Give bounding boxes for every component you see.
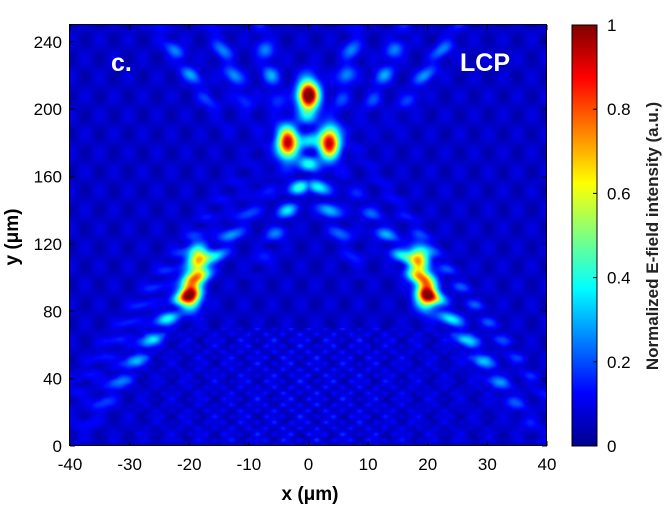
y-tick-label: 0 [53, 437, 62, 456]
x-tick-label: 10 [359, 455, 378, 474]
y-tick-label: 240 [34, 33, 62, 52]
x-tick-label: 30 [478, 455, 497, 474]
y-tick-label: 160 [34, 168, 62, 187]
y-tick-label: 40 [43, 370, 62, 389]
heatmap-canvas [70, 25, 547, 446]
y-tick-label: 200 [34, 100, 62, 119]
colorbar-tick-label: 1 [607, 16, 616, 35]
colorbar-tick-label: 0 [607, 437, 616, 456]
x-axis-label: x (μm) [281, 484, 338, 505]
colorbar: 0 0.2 0.4 0.6 0.8 1 Normalized E-field intens… [571, 16, 662, 456]
y-axis-ticks: 0 40 80 120 160 200 240 [34, 33, 547, 456]
x-tick-label: 40 [538, 455, 557, 474]
colorbar-tick-label: 0.6 [607, 184, 631, 203]
y-axis-label: y (μm) [2, 208, 23, 265]
x-tick-label: -40 [58, 455, 83, 474]
x-tick-label: -10 [237, 455, 262, 474]
colorbar-tick-label: 0.4 [607, 269, 631, 288]
x-tick-label: -20 [177, 455, 202, 474]
panel-label: c. [111, 49, 132, 77]
y-tick-label: 80 [43, 302, 62, 321]
heatmap-plot [69, 24, 547, 446]
polarization-label: LCP [460, 49, 510, 77]
colorbar-tick-label: 0.8 [607, 100, 631, 119]
colorbar-tick-label: 0.2 [607, 353, 631, 372]
colorbar-label: Normalized E-field intensity (a.u.) [643, 102, 662, 370]
x-tick-label: 0 [304, 455, 313, 474]
x-tick-label: 20 [418, 455, 437, 474]
y-tick-label: 120 [34, 235, 62, 254]
x-axis-ticks: -40 -30 -20 -10 0 10 20 30 40 [58, 25, 557, 474]
colorbar-ticks: 0 0.2 0.4 0.6 0.8 1 [593, 16, 631, 456]
colorbar-gradient [571, 24, 598, 447]
x-tick-label: -30 [117, 455, 142, 474]
